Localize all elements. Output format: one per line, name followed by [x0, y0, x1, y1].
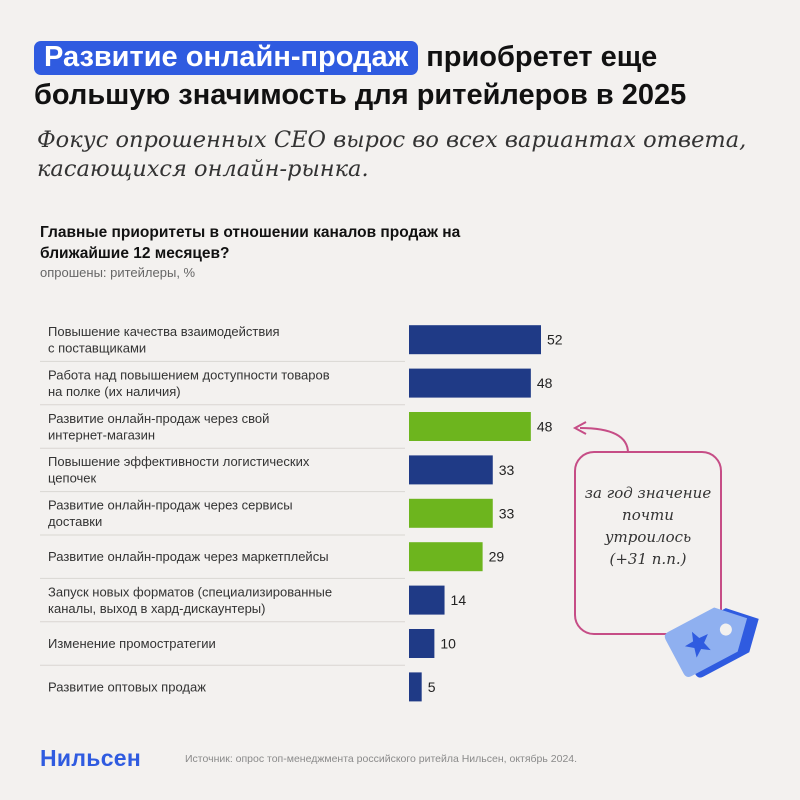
headline: Развитие онлайн-продаж приобретет еще бо…	[34, 38, 774, 114]
callout-box	[574, 451, 722, 635]
category-label: Развитие оптовых продаж	[48, 679, 206, 694]
headline-rest: приобретет еще	[426, 41, 658, 73]
curved-arrow-icon	[579, 427, 629, 454]
value-label: 48	[537, 375, 553, 391]
bar	[409, 629, 435, 658]
headline-line2: большую значимость для ритейлеров в 2025	[34, 79, 687, 111]
value-label: 33	[499, 505, 515, 521]
category-label: Изменение промостратегии	[48, 636, 216, 651]
category-label: Работа над повышением доступности товаро…	[48, 367, 330, 399]
chart-subtitle: опрошены: ритейлеры, %	[40, 265, 196, 280]
category-label: Развитие онлайн-продаж через маркетплейс…	[48, 549, 329, 564]
value-label: 14	[451, 592, 467, 608]
value-label: 10	[440, 636, 456, 652]
value-label: 5	[428, 679, 436, 695]
category-label: Запуск новых форматов (специализированны…	[48, 584, 332, 616]
bar	[409, 672, 422, 702]
subheadline: Фокус опрошенных CEO вырос во всех вариа…	[37, 127, 747, 182]
value-label: 33	[499, 462, 515, 478]
bar	[409, 542, 483, 572]
price-tag-star-icon	[664, 607, 759, 678]
category-label: Развитие онлайн-продаж через сервисы дост…	[48, 498, 293, 530]
callout-text: за год значение почти утроилось (+31 п.п…	[584, 484, 712, 568]
value-label: 48	[537, 419, 553, 435]
category-label: Повышение эффективности логистических цеп…	[48, 454, 310, 486]
value-label: 29	[489, 549, 505, 565]
bar	[409, 368, 531, 398]
bar	[409, 585, 445, 615]
category-label: Развитие онлайн-продаж через свой интерне…	[48, 411, 269, 443]
category-label: Повышение качества взаимодействия с поста…	[48, 324, 280, 356]
chart-title: Главные приоритеты в отношении каналов п…	[40, 224, 461, 262]
bar	[409, 325, 541, 355]
bar	[409, 455, 493, 485]
headline-highlight: Развитие онлайн-продаж	[34, 41, 419, 75]
bar	[409, 498, 493, 528]
source-note: Источник: опрос топ-менеджмента российск…	[185, 753, 578, 765]
arrow-head	[572, 421, 587, 435]
nielsen-logo: Нильсен	[40, 745, 142, 771]
bar	[409, 412, 531, 441]
value-label: 52	[547, 332, 563, 348]
